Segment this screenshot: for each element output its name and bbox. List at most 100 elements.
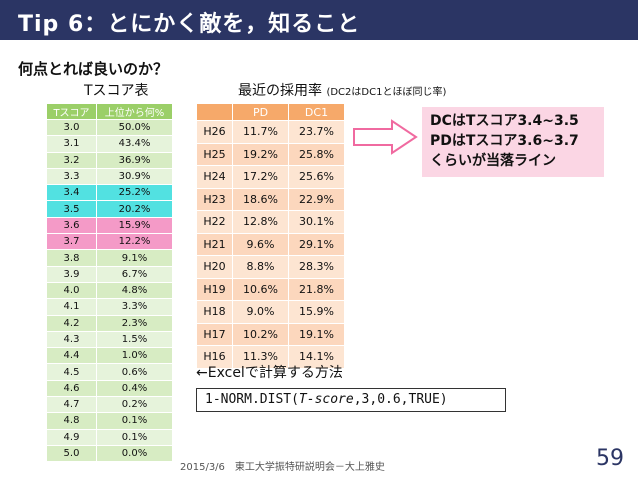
tscore-cell: 4.6 [46,379,97,398]
year-cell: H21 [196,232,233,256]
tscore-cell: 4.0 [46,281,97,300]
dc1-cell: 14.1% [288,345,345,369]
percent-cell: 3.3% [96,298,173,316]
percent-header: 上位から何% [96,103,173,120]
footer-text: 2015/3/6 東工大学振特研説明会－大上雅史 [180,462,385,473]
rate-row: H26 11.7% 23.7% [196,120,345,144]
excel-note: ←Excelで計算する方法 [196,365,343,381]
tscore-row: 4.3 1.5% [46,330,173,349]
tscore-row: 3.8 9.1% [46,249,173,267]
year-cell: H22 [196,210,233,234]
pd-header: PD [232,103,289,121]
tscore-cell: 4.1 [46,298,97,316]
rate-row: H16 11.3% 14.1% [196,345,345,369]
tscore-row: 3.1 43.4% [46,135,173,153]
percent-cell: 4.8% [96,281,173,300]
percent-cell: 25.2% [96,184,173,202]
percent-cell: 15.9% [96,216,173,235]
rate-table-note: (DC2はDC1とほぼ同じ率) [326,87,447,98]
tscore-cell: 4.2 [46,314,97,332]
rate-table-title: 最近の採用率 [238,83,322,99]
tscore-header: Tスコア [46,103,97,120]
tscore-row: 5.0 0.0% [46,444,173,463]
slide-title: Tip 6：とにかく敵を，知ること [18,12,361,37]
rate-table-label: 最近の採用率 (DC2はDC1とほぼ同じ率) [238,80,446,100]
right-arrow-icon [353,119,418,155]
year-header [196,103,233,121]
tscore-cell: 4.9 [46,428,97,446]
dc1-cell: 15.9% [288,300,345,324]
tscore-row: 4.4 1.0% [46,347,173,365]
percent-cell: 36.9% [96,151,173,169]
title-bar: Tip 6：とにかく敵を，知ること [0,0,638,40]
year-cell: H17 [196,322,233,346]
tscore-cell: 3.6 [46,216,97,235]
pd-cell: 17.2% [232,165,289,189]
year-cell: H19 [196,277,233,301]
callout-box: DCはTスコア3.4~3.5 PDはTスコア3.6~3.7 くらいが当落ライン [422,107,604,177]
tscore-cell: 3.9 [46,265,97,283]
tscore-row: 4.0 4.8% [46,281,173,300]
percent-cell: 0.0% [96,444,173,463]
tscore-row: 4.7 0.2% [46,396,173,414]
tscore-row: 3.5 20.2% [46,200,173,218]
tscore-row: 3.2 36.9% [46,151,173,169]
percent-cell: 50.0% [96,118,173,137]
tscore-row: 3.9 6.7% [46,265,173,283]
tscore-row: 3.3 30.9% [46,167,173,186]
callout-line: DCはTスコア3.4~3.5 [430,113,579,129]
percent-cell: 30.9% [96,167,173,186]
tscore-cell: 3.8 [46,249,97,267]
pd-cell: 10.6% [232,277,289,301]
rate-row: H21 9.6% 29.1% [196,232,345,256]
pd-cell: 12.8% [232,210,289,234]
pd-cell: 18.6% [232,187,289,211]
formula-text: 1-NORM.DIST(T-score,3,0.6,TRUE) [205,392,448,407]
tscore-row: 3.6 15.9% [46,216,173,235]
pd-cell: 11.3% [232,345,289,369]
pd-cell: 11.7% [232,120,289,144]
dc1-cell: 29.1% [288,232,345,256]
tscore-cell: 4.7 [46,396,97,414]
percent-cell: 0.4% [96,379,173,398]
dc1-cell: 22.9% [288,187,345,211]
dc1-header: DC1 [288,103,345,121]
pd-cell: 9.6% [232,232,289,256]
percent-cell: 43.4% [96,135,173,153]
rate-row: H20 8.8% 28.3% [196,255,345,279]
formula-box: 1-NORM.DIST(T-score,3,0.6,TRUE) [196,388,506,412]
tscore-row: 4.1 3.3% [46,298,173,316]
tscore-row: 4.5 0.6% [46,363,173,381]
year-cell: H20 [196,255,233,279]
percent-cell: 0.1% [96,412,173,430]
tscore-cell: 3.3 [46,167,97,186]
percent-cell: 1.0% [96,347,173,365]
tscore-row: 3.0 50.0% [46,118,173,137]
tscore-row: 4.6 0.4% [46,379,173,398]
tscore-cell: 5.0 [46,444,97,463]
percent-cell: 0.2% [96,396,173,414]
dc1-cell: 23.7% [288,120,345,144]
rate-table: PD DC1 H26 11.7% 23.7% H25 19.2% 25.8% H24 17.2… [196,103,345,369]
pd-cell: 19.2% [232,142,289,166]
pd-cell: 8.8% [232,255,289,279]
year-cell: H25 [196,142,233,166]
tscore-cell: 3.5 [46,200,97,218]
tscore-table-label: Tスコア表 [84,83,149,99]
tscore-row: 3.4 25.2% [46,184,173,202]
tscore-row: 4.9 0.1% [46,428,173,446]
year-cell: H24 [196,165,233,189]
tscore-cell: 3.1 [46,135,97,153]
rate-row: H24 17.2% 25.6% [196,165,345,189]
dc1-cell: 30.1% [288,210,345,234]
callout-line: くらいが当落ライン [430,153,556,169]
tscore-table: Tスコア 上位から何% 3.0 50.0% 3.1 43.4% 3.2 36.9% 3.3 3… [46,103,173,463]
year-cell: H23 [196,187,233,211]
tscore-row: 4.8 0.1% [46,412,173,430]
percent-cell: 1.5% [96,330,173,349]
rate-row: H25 19.2% 25.8% [196,142,345,166]
tscore-cell: 3.4 [46,184,97,202]
year-cell: H26 [196,120,233,144]
year-cell: H18 [196,300,233,324]
tscore-cell: 4.4 [46,347,97,365]
